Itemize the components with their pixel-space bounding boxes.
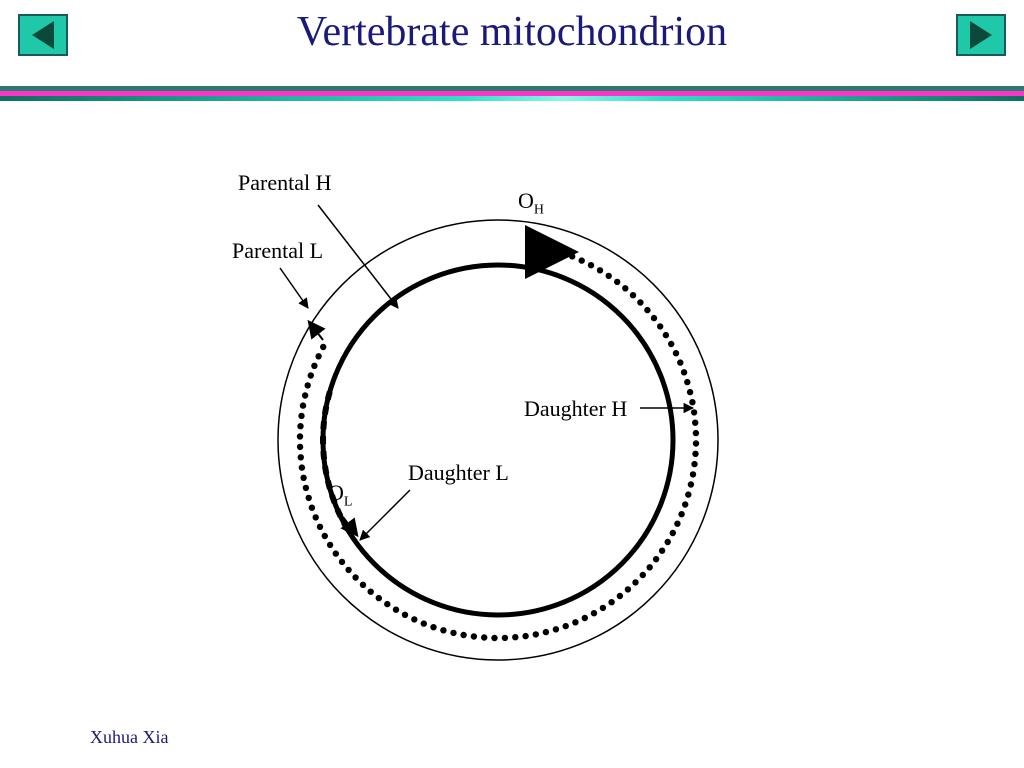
pointer-parental-h: [318, 205, 398, 308]
daughter-h-arrowhead: [313, 327, 323, 340]
inner-circle-parental-h: [323, 265, 673, 615]
label-ol: OL: [328, 480, 352, 510]
label-daughter-l: Daughter L: [408, 460, 509, 486]
label-parental-h: Parental H: [238, 170, 331, 196]
label-oh: OH: [518, 188, 544, 218]
mitochondrion-diagram: [0, 0, 1024, 768]
daughter-h-dotted-arc: [297, 247, 699, 642]
label-ol-sub: L: [344, 494, 353, 509]
label-parental-l: Parental L: [232, 238, 323, 264]
label-daughter-h: Daughter H: [524, 396, 627, 422]
pointer-daughter-l: [360, 490, 410, 540]
daughter-l-dashed-arc: [323, 392, 350, 533]
pointer-parental-l: [280, 268, 308, 308]
label-ol-main: O: [328, 480, 344, 505]
label-oh-main: O: [518, 188, 534, 213]
label-oh-sub: H: [534, 202, 544, 217]
author-credit: Xuhua Xia: [90, 727, 168, 748]
outer-circle-parental-l: [278, 220, 718, 660]
oh-origin-mark: [530, 242, 552, 252]
